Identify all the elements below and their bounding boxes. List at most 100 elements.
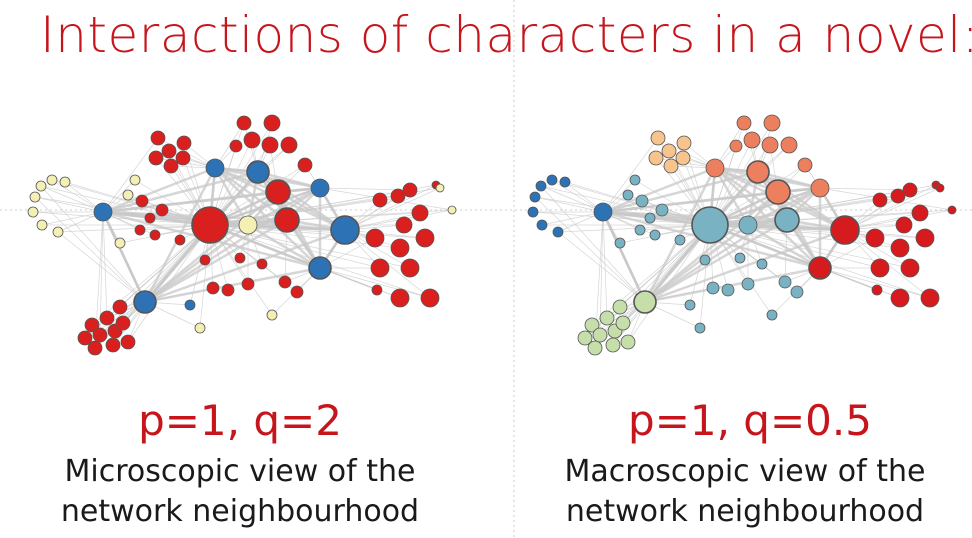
right-node-n44 — [577, 330, 593, 346]
left-node-n73 — [129, 174, 141, 186]
left-node-n47 — [115, 315, 131, 331]
right-params-label: p=1, q=0.5 — [628, 396, 872, 445]
right-edge — [534, 196, 604, 213]
right-node-n56 — [536, 219, 548, 231]
right-edge — [541, 211, 604, 226]
left-node-n21 — [261, 136, 279, 154]
right-node-n18 — [736, 115, 752, 131]
left-node-n11 — [184, 299, 196, 311]
right-node-n25 — [872, 192, 888, 208]
right-node-n37 — [871, 284, 883, 296]
left-node-n57 — [52, 226, 64, 238]
right-node-n10 — [593, 202, 613, 222]
right-node-n48 — [587, 340, 603, 356]
left-node-n35 — [390, 288, 410, 308]
right-node-n06 — [705, 158, 725, 178]
left-node-n39 — [447, 205, 457, 215]
left-edge — [41, 211, 104, 226]
right-node-n22 — [780, 136, 798, 154]
left-edge — [40, 185, 146, 303]
left-edge — [247, 223, 321, 270]
left-node-n74 — [122, 189, 134, 201]
left-node-n29 — [395, 216, 413, 234]
right-description-line1: Macroscopic view of the — [564, 454, 926, 489]
right-node-n63 — [699, 254, 711, 266]
left-node-n15 — [175, 150, 191, 166]
left-node-n66 — [206, 281, 220, 295]
left-node-n03 — [330, 215, 360, 245]
right-node-n02 — [774, 207, 800, 233]
left-edge — [34, 196, 146, 303]
right-node-n01 — [738, 215, 758, 235]
left-node-n71 — [266, 309, 278, 321]
left-edge — [276, 191, 322, 269]
left-node-n76 — [155, 203, 169, 217]
right-node-n08 — [808, 256, 832, 280]
left-edge — [144, 191, 279, 303]
left-description-line1: Microscopic view of the — [64, 454, 416, 489]
left-edge — [144, 266, 321, 304]
right-edge — [714, 167, 821, 269]
left-node-n43 — [112, 299, 128, 315]
left-node-n17 — [163, 158, 179, 174]
right-node-n45 — [592, 327, 608, 343]
right-node-n16 — [648, 150, 664, 166]
right-edge — [601, 211, 647, 303]
left-node-n69 — [278, 275, 292, 289]
left-node-n70 — [290, 285, 304, 299]
left-node-hub — [191, 206, 229, 244]
left-node-n67 — [221, 283, 235, 297]
left-network-graph — [27, 114, 457, 356]
left-node-n75 — [135, 194, 149, 208]
left-edge — [144, 218, 288, 304]
right-node-n09 — [633, 290, 657, 314]
right-edge — [644, 228, 846, 304]
left-node-n49 — [105, 337, 121, 353]
left-node-n30 — [365, 228, 385, 248]
right-node-n41 — [584, 317, 600, 333]
left-node-n36 — [420, 288, 440, 308]
right-node-n13 — [661, 143, 677, 159]
left-edge — [144, 186, 321, 304]
right-node-n62 — [674, 234, 686, 246]
right-node-n53 — [559, 176, 571, 188]
left-node-n20 — [243, 131, 261, 149]
left-edge — [91, 224, 211, 326]
left-node-n53 — [59, 176, 71, 188]
left-node-n52 — [46, 174, 58, 186]
right-node-n32 — [915, 228, 935, 248]
left-node-n16 — [148, 150, 164, 166]
page-title: Interactions of characters in a novel: — [40, 6, 972, 64]
right-node-n58 — [644, 212, 656, 224]
left-node-n25 — [372, 192, 388, 208]
right-edge — [844, 184, 937, 231]
right-node-n03 — [830, 215, 860, 245]
left-node-n18 — [236, 115, 252, 131]
right-node-n50 — [620, 334, 636, 350]
left-node-n31 — [390, 238, 410, 258]
left-nodes — [27, 114, 457, 356]
left-node-n32 — [415, 228, 435, 248]
left-description-line2: network neighbourhood — [60, 494, 420, 529]
right-node-n60 — [649, 229, 661, 241]
right-edge — [644, 191, 779, 303]
left-node-n60 — [149, 229, 161, 241]
left-node-n08 — [308, 256, 332, 280]
left-node-n50 — [120, 334, 136, 350]
right-edge — [602, 137, 659, 213]
right-node-n71 — [766, 309, 778, 321]
left-node-n12 — [150, 130, 166, 146]
left-node-n05 — [265, 179, 291, 205]
right-node-n12 — [650, 130, 666, 146]
right-node-n73 — [629, 174, 641, 186]
left-node-n24 — [297, 157, 313, 173]
right-node-n29 — [895, 216, 913, 234]
right-edge — [644, 218, 788, 304]
left-node-n68 — [241, 277, 255, 291]
left-edge — [319, 267, 431, 299]
left-node-n44 — [77, 330, 93, 346]
left-node-n28 — [411, 204, 429, 222]
right-node-n43 — [612, 299, 628, 315]
left-node-n13 — [161, 143, 177, 159]
